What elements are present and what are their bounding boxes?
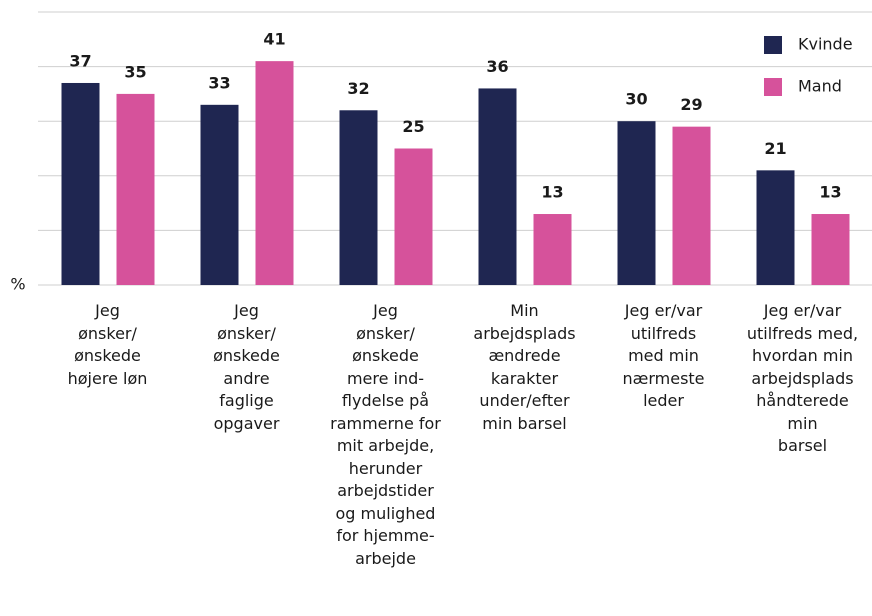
bar [394,148,433,285]
data-label: 36 [486,57,508,76]
y-axis-label: % [10,275,25,294]
data-label: 32 [347,79,369,98]
x-tick-label: Min arbejdsplads ændrede karakter under/… [473,301,576,433]
bar [533,214,572,285]
legend-swatch [764,36,782,54]
bar [339,110,378,285]
legend-label: Kvinde [798,35,853,54]
bar [478,88,517,285]
data-label: 37 [69,51,91,70]
x-tick-label: Jeg ønsker/ ønskede mere ind- flydelse p… [330,301,441,568]
x-tick-label: Jeg er/var utilfreds med, hvordan min ar… [746,301,859,455]
bar [756,170,795,285]
x-tick-label: Jeg ønsker/ ønskede højere løn [67,301,148,388]
data-label: 41 [263,30,285,49]
data-label: 30 [625,90,647,109]
data-label: 25 [402,117,424,136]
bar [61,82,100,285]
legend-label: Mand [798,77,842,96]
bar [811,214,850,285]
bar [672,126,711,285]
legend-swatch [764,78,782,96]
bar [116,93,155,286]
data-label: 21 [764,139,786,158]
x-tick-label: Jeg ønsker/ ønskede andre faglige opgave… [213,301,280,433]
bar [200,104,239,285]
bar [617,121,656,285]
data-label: 35 [124,62,146,81]
data-label: 29 [680,95,702,114]
data-label: 33 [208,73,230,92]
data-label: 13 [541,183,563,202]
data-label: 13 [819,183,841,202]
bar [255,61,294,285]
x-tick-label: Jeg er/var utilfreds med min nærmeste le… [622,301,705,410]
